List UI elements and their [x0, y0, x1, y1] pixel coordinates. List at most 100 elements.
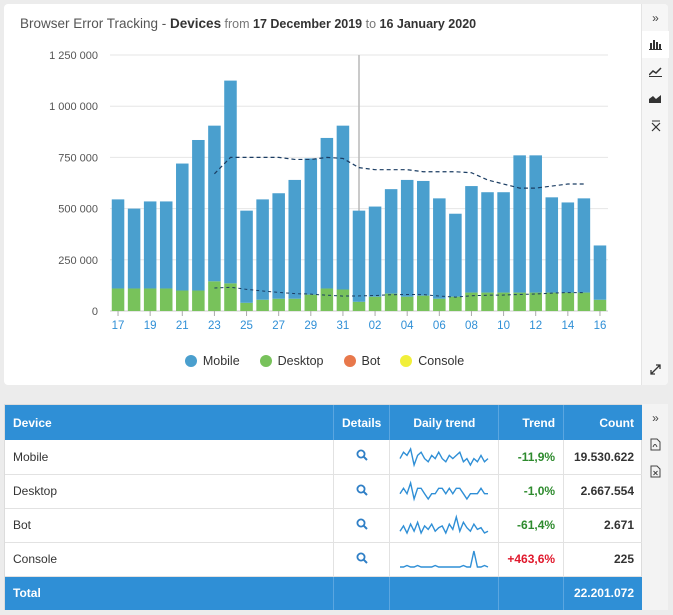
device-name: Mobile — [5, 440, 334, 474]
x-tick-label: 08 — [465, 320, 478, 332]
legend-dot — [184, 355, 197, 367]
legend-dot — [343, 355, 356, 367]
table-row: Mobile -11,9% 19.530.622 — [5, 440, 643, 474]
bar-desktop — [577, 292, 591, 311]
trend-line-desktop — [214, 286, 584, 298]
devices-bar-chart: 0 250 000 500 000 750 000 1 000 000 1 250 000… — [49, 50, 608, 332]
bar-mobile — [433, 198, 446, 299]
chart-panel: Browser Error Tracking - Devices from 17… — [4, 4, 668, 385]
bar-mobile — [352, 210, 366, 302]
table-row: Console +463,6% 225 — [5, 542, 643, 576]
bar-mobile — [481, 192, 494, 293]
bar-mobile — [272, 193, 285, 299]
bar-desktop — [465, 292, 478, 311]
line-chart-icon[interactable] — [642, 58, 669, 85]
x-tick-label: 04 — [401, 320, 414, 332]
bar-mobile — [240, 210, 253, 303]
bar-desktop — [192, 290, 205, 311]
bar-desktop — [159, 288, 173, 311]
y-tick-label: 0 — [92, 306, 98, 318]
table-row: Bot -61,4% 2.671 — [5, 508, 643, 542]
daily-trend-sparkline — [389, 474, 500, 508]
x-tick-label: 23 — [208, 320, 221, 332]
bar-mobile — [513, 155, 526, 293]
collapse-icon[interactable]: » — [652, 410, 659, 425]
bar-desktop — [143, 288, 157, 311]
to-date: 16 January 2020 — [379, 17, 477, 31]
bar-desktop — [513, 292, 526, 311]
x-tick-label: 21 — [176, 320, 189, 332]
bar-desktop — [320, 288, 334, 311]
col-daily-trend: Daily trend — [389, 405, 500, 440]
count-value: 19.530.622 — [563, 440, 643, 474]
col-trend[interactable]: Trend — [498, 405, 565, 440]
bar-mobile — [416, 180, 430, 296]
table-header-row: Device Details Daily trend Trend Count — [5, 405, 643, 440]
bar-desktop — [304, 294, 318, 311]
bar-desktop — [288, 298, 302, 311]
collapse-icon[interactable]: » — [652, 10, 659, 25]
report-name: Devices — [170, 16, 222, 31]
bar-desktop — [256, 299, 269, 311]
table-row: Desktop -1,0% 2.667.554 — [5, 474, 643, 508]
bar-mobile — [384, 189, 398, 294]
export-pdf-icon[interactable] — [642, 431, 669, 458]
bar-desktop — [593, 299, 607, 311]
y-tick-label: 500 000 — [58, 204, 98, 216]
bar-desktop — [384, 293, 398, 311]
bar-mobile — [577, 198, 591, 293]
title-prefix: Browser Error Tracking - — [20, 16, 171, 31]
bar-mobile — [400, 179, 414, 297]
x-tick-label: 31 — [337, 320, 350, 332]
bar-mobile — [143, 201, 157, 289]
bar-mobile — [593, 245, 607, 300]
bar-desktop — [449, 296, 462, 311]
legend-item-console[interactable]: Console — [400, 354, 464, 368]
total-label: Total — [5, 576, 334, 610]
chart-legend: Mobile Desktop Bot Console — [4, 354, 645, 368]
bar-desktop — [272, 298, 285, 311]
legend-item-bot[interactable]: Bot — [343, 354, 380, 368]
daily-trend-sparkline — [389, 542, 500, 576]
bar-desktop — [368, 296, 382, 311]
legend-item-desktop[interactable]: Desktop — [259, 354, 324, 368]
bar-chart-icon[interactable] — [642, 31, 669, 58]
col-count[interactable]: Count — [563, 405, 643, 440]
trend-value: -11,9% — [498, 440, 565, 474]
bar-mobile — [368, 206, 382, 297]
search-icon[interactable] — [356, 552, 368, 567]
bar-mobile — [449, 213, 462, 297]
bar-mobile — [208, 125, 221, 282]
sparkline — [399, 480, 489, 502]
average-icon[interactable] — [642, 112, 669, 139]
trend-value: -1,0% — [498, 474, 565, 508]
from-label: from — [221, 17, 254, 31]
search-icon[interactable] — [356, 449, 368, 464]
bar-desktop — [111, 288, 125, 311]
bar-desktop — [416, 295, 430, 311]
bar-mobile — [224, 80, 237, 284]
sparkline — [399, 514, 489, 535]
to-label: to — [362, 17, 380, 31]
bar-desktop — [127, 288, 141, 311]
search-icon[interactable] — [356, 518, 368, 533]
bar-mobile — [336, 125, 350, 290]
legend-dot — [400, 355, 413, 367]
bar-desktop — [433, 298, 446, 311]
bar-desktop — [545, 292, 559, 311]
export-excel-icon[interactable] — [642, 458, 669, 485]
table-total-row: Total 22.201.072 — [5, 576, 643, 610]
device-name: Bot — [5, 508, 334, 542]
search-icon[interactable] — [356, 484, 368, 499]
bar-desktop — [224, 283, 237, 311]
expand-icon[interactable] — [642, 356, 669, 383]
x-tick-label: 19 — [144, 320, 157, 332]
bar-desktop — [352, 301, 366, 311]
legend-dot — [259, 355, 272, 367]
bar-desktop — [240, 302, 253, 311]
area-chart-icon[interactable] — [642, 85, 669, 112]
col-device[interactable]: Device — [5, 405, 334, 440]
bar-mobile — [256, 199, 269, 300]
x-tick-label: 25 — [240, 320, 253, 332]
legend-item-mobile[interactable]: Mobile — [184, 354, 240, 368]
